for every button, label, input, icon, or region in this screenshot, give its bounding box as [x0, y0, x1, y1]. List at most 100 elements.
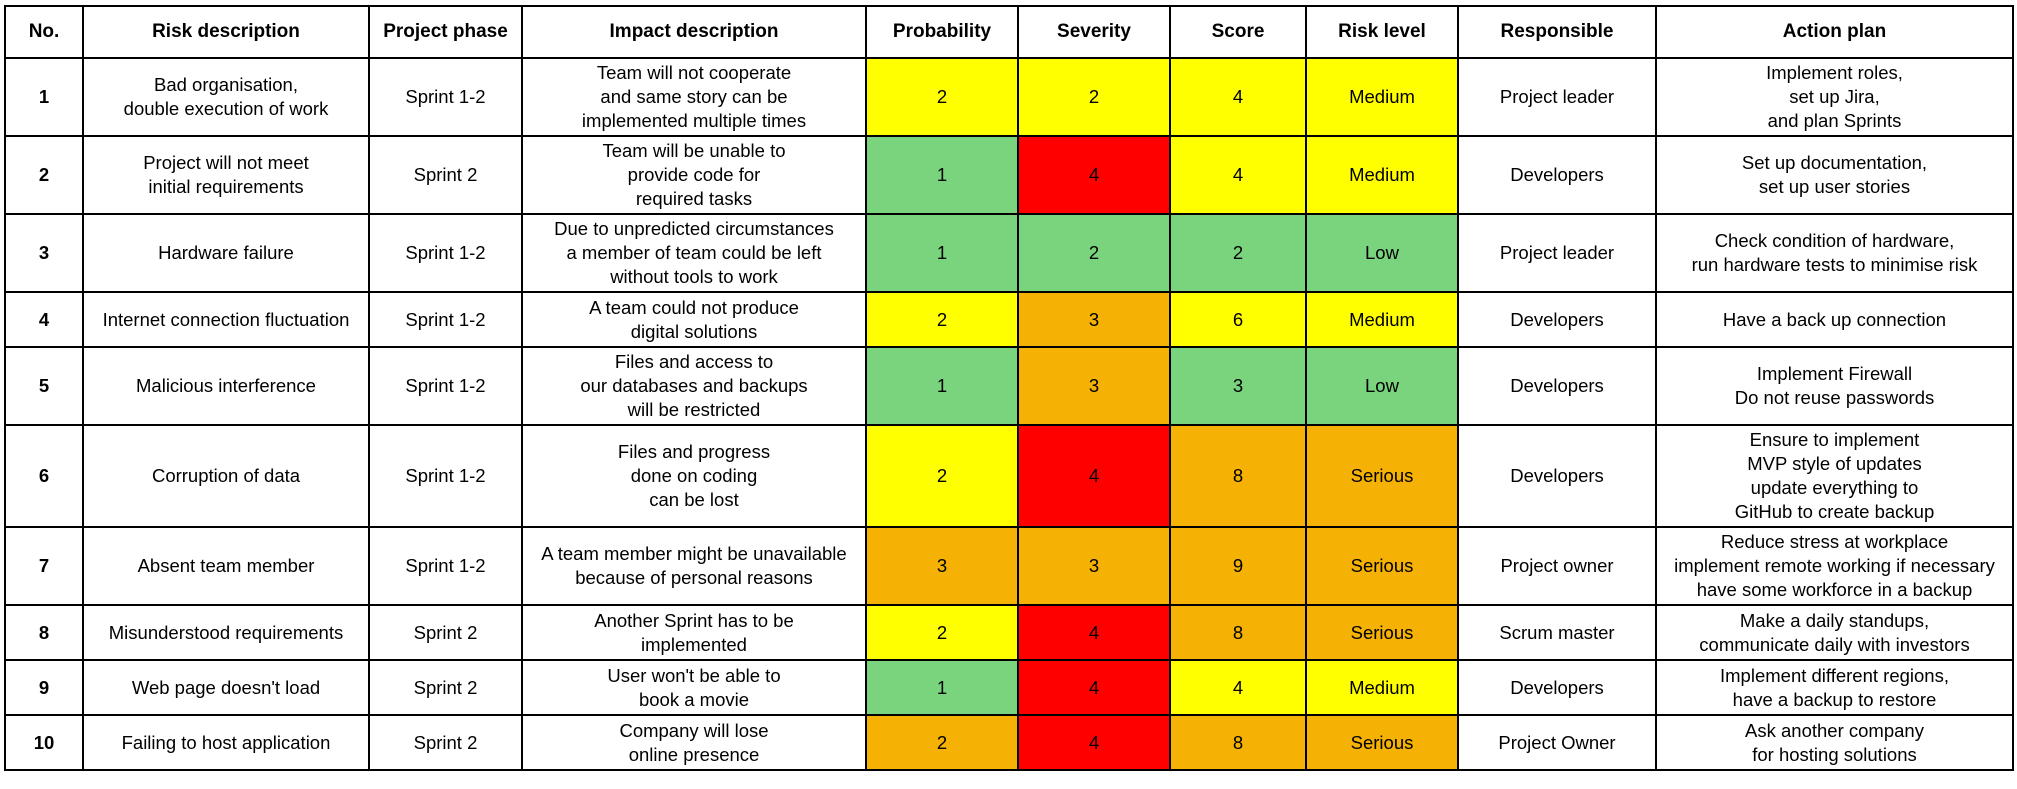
- cell-risk-level: Low: [1305, 213, 1459, 293]
- cell-probability: 1: [865, 659, 1019, 716]
- cell-probability: 1: [865, 135, 1019, 215]
- cell-score: 8: [1169, 604, 1307, 661]
- risk-table-body: 1 Bad organisation, double execution of w…: [4, 57, 2014, 771]
- cell-probability: 2: [865, 604, 1019, 661]
- cell-responsible: Developers: [1457, 346, 1657, 426]
- cell-risk-description: Bad organisation, double execution of wo…: [82, 57, 370, 137]
- cell-project-phase: Sprint 1-2: [368, 424, 523, 528]
- cell-impact-description: User won't be able to book a movie: [521, 659, 867, 716]
- table-row: 6 Corruption of data Sprint 1-2 Files and p…: [4, 424, 2014, 528]
- cell-risk-description: Internet connection fluctuation: [82, 291, 370, 348]
- cell-action-plan: Check condition of hardware, run hardwar…: [1655, 213, 2014, 293]
- cell-no: 7: [4, 526, 84, 606]
- cell-risk-description: Absent team member: [82, 526, 370, 606]
- table-row: 3 Hardware failure Sprint 1-2 Due to unpred…: [4, 213, 2014, 293]
- cell-risk-level: Medium: [1305, 135, 1459, 215]
- cell-severity: 2: [1017, 57, 1171, 137]
- cell-probability: 3: [865, 526, 1019, 606]
- table-row: 10 Failing to host application Sprint 2 Com…: [4, 714, 2014, 771]
- cell-risk-description: Malicious interference: [82, 346, 370, 426]
- table-row: 5 Malicious interference Sprint 1-2 Files a…: [4, 346, 2014, 426]
- cell-risk-description: Failing to host application: [82, 714, 370, 771]
- cell-responsible: Developers: [1457, 291, 1657, 348]
- cell-impact-description: A team member might be unavailable becau…: [521, 526, 867, 606]
- cell-probability: 2: [865, 424, 1019, 528]
- cell-risk-level: Serious: [1305, 424, 1459, 528]
- cell-responsible: Scrum master: [1457, 604, 1657, 661]
- cell-severity: 3: [1017, 346, 1171, 426]
- cell-risk-level: Medium: [1305, 291, 1459, 348]
- cell-risk-level: Medium: [1305, 57, 1459, 137]
- cell-severity: 4: [1017, 659, 1171, 716]
- cell-score: 4: [1169, 57, 1307, 137]
- cell-probability: 2: [865, 291, 1019, 348]
- cell-risk-description: Misunderstood requirements: [82, 604, 370, 661]
- cell-responsible: Developers: [1457, 659, 1657, 716]
- cell-probability: 2: [865, 57, 1019, 137]
- cell-impact-description: Team will be unable to provide code for …: [521, 135, 867, 215]
- cell-responsible: Project leader: [1457, 57, 1657, 137]
- cell-responsible: Project Owner: [1457, 714, 1657, 771]
- header-severity: Severity: [1017, 5, 1171, 59]
- cell-severity: 4: [1017, 135, 1171, 215]
- cell-severity: 3: [1017, 526, 1171, 606]
- header-action-plan: Action plan: [1655, 5, 2014, 59]
- cell-risk-description: Web page doesn't load: [82, 659, 370, 716]
- cell-score: 2: [1169, 213, 1307, 293]
- cell-action-plan: Implement different regions, have a back…: [1655, 659, 2014, 716]
- cell-score: 3: [1169, 346, 1307, 426]
- cell-project-phase: Sprint 2: [368, 659, 523, 716]
- cell-severity: 4: [1017, 604, 1171, 661]
- cell-project-phase: Sprint 1-2: [368, 526, 523, 606]
- cell-no: 6: [4, 424, 84, 528]
- cell-impact-description: Company will lose online presence: [521, 714, 867, 771]
- header-project-phase: Project phase: [368, 5, 523, 59]
- cell-risk-level: Serious: [1305, 604, 1459, 661]
- cell-project-phase: Sprint 1-2: [368, 213, 523, 293]
- cell-score: 6: [1169, 291, 1307, 348]
- cell-probability: 1: [865, 213, 1019, 293]
- cell-score: 9: [1169, 526, 1307, 606]
- cell-action-plan: Ask another company for hosting solution…: [1655, 714, 2014, 771]
- cell-score: 8: [1169, 424, 1307, 528]
- cell-score: 8: [1169, 714, 1307, 771]
- table-row: 9 Web page doesn't load Sprint 2 User won't…: [4, 659, 2014, 716]
- cell-impact-description: A team could not produce digital solutio…: [521, 291, 867, 348]
- cell-severity: 4: [1017, 424, 1171, 528]
- header-no: No.: [4, 5, 84, 59]
- cell-responsible: Project leader: [1457, 213, 1657, 293]
- header-risk-level: Risk level: [1305, 5, 1459, 59]
- cell-impact-description: Due to unpredicted circumstances a membe…: [521, 213, 867, 293]
- cell-project-phase: Sprint 1-2: [368, 57, 523, 137]
- cell-no: 2: [4, 135, 84, 215]
- cell-impact-description: Files and progress done on coding can be…: [521, 424, 867, 528]
- cell-no: 8: [4, 604, 84, 661]
- table-row: 8 Misunderstood requirements Sprint 2 Anoth…: [4, 604, 2014, 661]
- cell-risk-description: Corruption of data: [82, 424, 370, 528]
- table-row: 4 Internet connection fluctuation Sprint 1…: [4, 291, 2014, 348]
- cell-score: 4: [1169, 135, 1307, 215]
- cell-no: 1: [4, 57, 84, 137]
- cell-project-phase: Sprint 2: [368, 135, 523, 215]
- cell-project-phase: Sprint 1-2: [368, 346, 523, 426]
- cell-no: 10: [4, 714, 84, 771]
- cell-no: 3: [4, 213, 84, 293]
- cell-probability: 2: [865, 714, 1019, 771]
- cell-responsible: Project owner: [1457, 526, 1657, 606]
- table-row: 1 Bad organisation, double execution of w…: [4, 57, 2014, 137]
- cell-action-plan: Implement Firewall Do not reuse password…: [1655, 346, 2014, 426]
- cell-impact-description: Files and access to our databases and ba…: [521, 346, 867, 426]
- cell-no: 5: [4, 346, 84, 426]
- cell-risk-description: Hardware failure: [82, 213, 370, 293]
- cell-responsible: Developers: [1457, 424, 1657, 528]
- cell-risk-level: Medium: [1305, 659, 1459, 716]
- cell-project-phase: Sprint 2: [368, 604, 523, 661]
- cell-action-plan: Have a back up connection: [1655, 291, 2014, 348]
- table-row: 7 Absent team member Sprint 1-2 A team memb…: [4, 526, 2014, 606]
- header-risk-description: Risk description: [82, 5, 370, 59]
- header-row: No. Risk description Project phase Impac…: [4, 5, 2014, 59]
- cell-action-plan: Ensure to implement MVP style of updates…: [1655, 424, 2014, 528]
- cell-score: 4: [1169, 659, 1307, 716]
- cell-impact-description: Team will not cooperate and same story c…: [521, 57, 867, 137]
- risk-assessment-table: No. Risk description Project phase Impac…: [4, 5, 2014, 771]
